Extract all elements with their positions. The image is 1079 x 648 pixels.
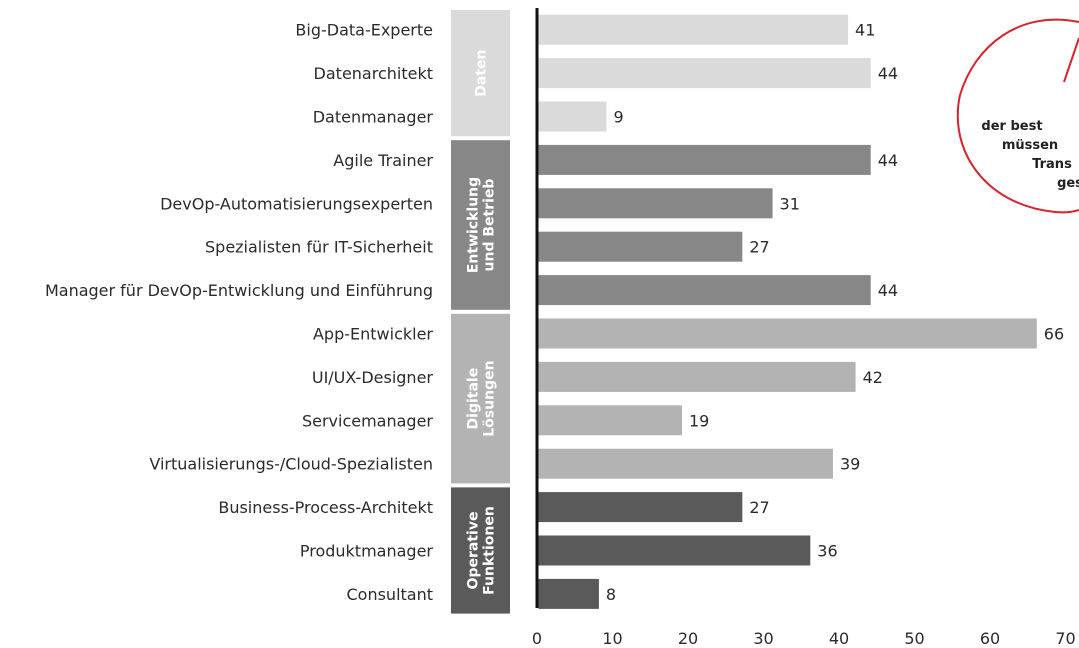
value-label: 9 (613, 108, 623, 127)
value-label: 66 (1044, 325, 1064, 344)
category-label: Business-Process-Architekt (218, 498, 433, 517)
category-label: Datenarchitekt (314, 64, 433, 83)
group-box (451, 10, 510, 137)
bar (538, 188, 773, 219)
bar (538, 275, 871, 306)
value-label: 39 (840, 455, 860, 474)
value-label: 41 (855, 21, 875, 40)
bar (538, 144, 871, 175)
bar (538, 318, 1037, 349)
value-label: 44 (878, 281, 898, 300)
callout-pointer (1063, 37, 1079, 83)
bars (538, 14, 1037, 609)
group-boxes: Daten Entwicklungund Betrieb DigitaleLösun… (451, 10, 510, 614)
category-label: Big-Data-Experte (295, 21, 433, 40)
callout-outline (956, 18, 1079, 214)
callout-bubble: der best müssen Trans ges (956, 18, 1079, 214)
bar (538, 58, 871, 89)
bar (538, 14, 849, 45)
x-tick-label: 60 (980, 629, 1000, 648)
group-box (451, 140, 510, 310)
value-label: 27 (749, 238, 769, 257)
x-tick-label: 10 (602, 629, 622, 648)
value-label: 42 (863, 368, 883, 387)
value-label: 44 (878, 151, 898, 170)
x-tick-label: 70 (1055, 629, 1075, 648)
callout-text: müssen (1002, 138, 1058, 153)
bar (538, 535, 811, 566)
group-label: Entwicklungund Betrieb (466, 177, 498, 273)
category-label: Consultant (346, 585, 433, 604)
category-label: Virtualisierungs-/Cloud-Spezialisten (149, 455, 433, 474)
value-labels: 41 44 9 44 31 27 44 66 42 19 39 27 36 8 (606, 21, 1064, 604)
x-tick-label: 30 (753, 629, 773, 648)
x-tick-label: 0 (532, 629, 542, 648)
category-label: DevOp-Automatisierungsexperten (160, 194, 433, 213)
group-label: OperativeFunktionen (466, 506, 498, 595)
category-label: Datenmanager (313, 108, 434, 127)
callout-text: ges (1057, 176, 1079, 191)
x-axis-ticks: 0 10 20 30 40 50 60 70 (532, 629, 1076, 648)
bar (538, 492, 743, 523)
x-tick-label: 20 (678, 629, 698, 648)
category-label: Produktmanager (300, 542, 434, 561)
x-tick-label: 40 (829, 629, 849, 648)
bar (538, 361, 856, 392)
category-label: UI/UX-Designer (312, 368, 434, 387)
bar (538, 231, 743, 262)
value-label: 31 (780, 194, 800, 213)
group-label: DigitaleLösungen (466, 360, 498, 436)
category-label: Spezialisten für IT-Sicherheit (205, 238, 433, 257)
x-tick-label: 50 (904, 629, 924, 648)
group-box (451, 313, 510, 484)
value-label: 36 (817, 542, 837, 561)
value-label: 44 (878, 64, 898, 83)
category-labels: Big-Data-Experte Datenarchitekt Datenmanag… (45, 21, 433, 604)
bar (538, 578, 599, 609)
callout-text: der best (981, 119, 1042, 134)
category-label: Manager für DevOp-Entwicklung und Einfüh… (45, 281, 433, 300)
category-label: Agile Trainer (333, 151, 433, 170)
bar (538, 405, 682, 436)
value-label: 19 (689, 411, 709, 430)
bar (538, 101, 607, 132)
group-label: Daten (474, 49, 490, 96)
group-box (451, 487, 510, 614)
category-label: Servicemanager (302, 411, 433, 430)
callout-text: Trans (1032, 157, 1072, 172)
category-label: App-Entwickler (313, 325, 433, 344)
value-label: 27 (749, 498, 769, 517)
bar (538, 448, 833, 479)
value-label: 8 (606, 585, 616, 604)
